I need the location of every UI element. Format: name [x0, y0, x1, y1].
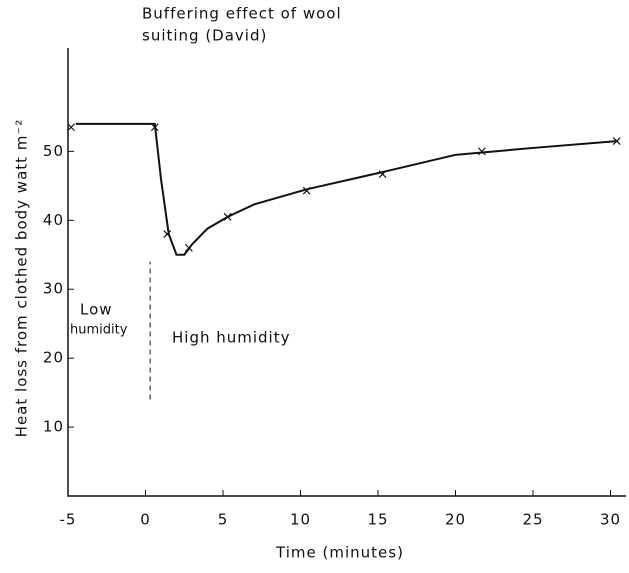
x-marker — [378, 170, 387, 179]
x-marker — [150, 123, 159, 132]
annotation: Low — [80, 301, 113, 319]
x-tick-label: 30 — [600, 511, 621, 529]
x-marker — [477, 147, 486, 156]
y-tick-label: 30 — [43, 280, 64, 298]
y-tick-label: 20 — [43, 349, 64, 367]
x-tick-label: 25 — [522, 511, 543, 529]
x-marker — [612, 137, 621, 145]
y-tick-label: 50 — [43, 142, 64, 160]
y-tick-label: 40 — [43, 211, 64, 229]
x-marker — [223, 212, 232, 221]
x-tick-label: 0 — [140, 511, 151, 529]
x-marker — [163, 230, 172, 239]
x-marker — [67, 123, 76, 132]
x-tick-label: -5 — [60, 511, 77, 529]
axis — [67, 48, 626, 497]
chart-title: suiting (David) — [142, 27, 267, 45]
x-axis-label: Time (minutes) — [275, 544, 404, 562]
line — [75, 122, 619, 256]
annotation: humidity — [70, 323, 128, 338]
y-axis-label: Heat loss from clothed body watt m⁻² — [13, 119, 31, 438]
y-tick-label: 10 — [43, 418, 64, 436]
x-marker — [184, 243, 193, 252]
chart-title: Buffering effect of wool — [142, 5, 342, 23]
x-tick-label: 20 — [445, 511, 466, 529]
annotation: High humidity — [172, 329, 290, 347]
x-tick-label: 10 — [290, 511, 311, 529]
x-marker — [302, 186, 311, 195]
x-tick-label: 5 — [218, 511, 229, 529]
x-tick-label: 15 — [367, 511, 388, 529]
